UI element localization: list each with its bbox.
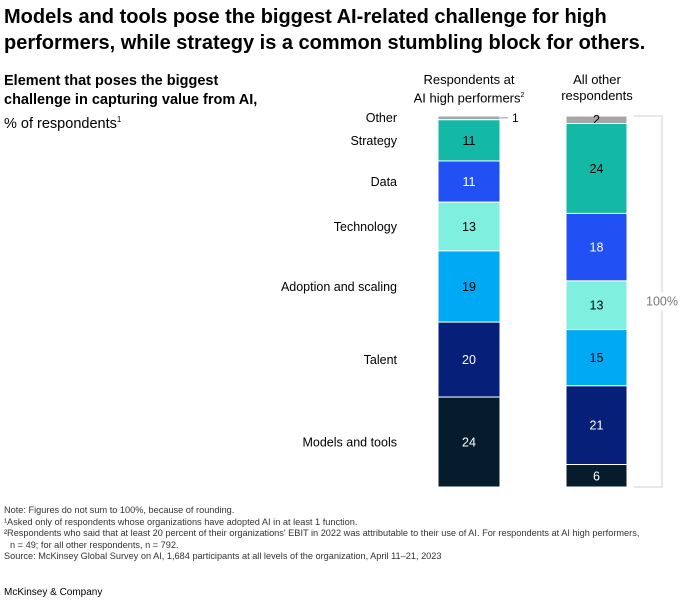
bar-segment [437,160,501,203]
footnote-line: Source: McKinsey Global Survey on AI, 1,… [4,551,442,561]
subtitle-bold: Element that poses the biggest challenge… [4,73,258,108]
data-label: 24 [590,162,604,176]
data-label: 19 [462,280,476,294]
column-header-high-line1: Respondents at [423,72,515,87]
data-label: 20 [462,353,476,367]
data-label: 13 [590,299,604,313]
footnotes: Note: Figures do not sum to 100%, becaus… [4,505,684,563]
category-label: Technology [334,220,398,234]
subtitle-normal: % of respondents [4,115,117,132]
data-label: 15 [590,351,604,365]
footnote-line: ¹Asked only of respondents whose organiz… [4,516,358,527]
column-header-high-line2: AI high performers [413,90,521,106]
column-header-high-performers: Respondents at AI high performers2 [394,72,544,106]
data-label: 6 [593,469,600,483]
category-label: Adoption and scaling [281,280,397,294]
category-label: Data [371,175,397,189]
bar-segment [437,201,501,252]
category-label: Talent [364,353,398,367]
data-label: 24 [462,436,476,450]
footnote-line: n = 49; for all other respondents, n = 7… [10,539,179,550]
footnote-line: ²Respondents who said that at least 20 p… [4,528,640,538]
column-header-other-line1: All other [573,72,621,87]
column-header-high-footnote-mark: 2 [520,92,525,99]
bar-segment [565,212,628,282]
data-label: 1 [512,111,519,125]
data-label: 11 [463,134,476,148]
bar-segment [565,329,628,387]
footnote-line: Note: Figures do not sum to 100%, becaus… [4,505,235,515]
chart-subtitle: Element that poses the biggest challenge… [4,72,264,134]
bar-segment [437,396,501,488]
data-label: 21 [590,419,604,433]
column-header-other: All other respondents [522,72,672,104]
bar-segment [437,115,501,121]
column-header-other-line2: respondents [561,88,633,103]
bar-segment [437,250,501,323]
data-label: 13 [462,220,476,234]
data-label: 11 [463,175,476,189]
category-label: Models and tools [302,436,397,450]
bar-segment [565,464,628,488]
total-label: 100% [646,295,678,309]
total-label-backdrop [644,292,680,311]
data-label: 18 [590,241,604,255]
bar-segment [565,385,628,466]
bar-segment [565,280,628,331]
category-label: Other [366,111,397,125]
data-label: 2 [593,113,600,127]
chart-title: Models and tools pose the biggest AI-rel… [4,6,646,54]
category-label: Strategy [350,134,397,148]
brand-logo-text: McKinsey & Company [4,587,103,598]
bar-segment [437,321,501,398]
subtitle-footnote-mark: 1 [116,115,122,124]
